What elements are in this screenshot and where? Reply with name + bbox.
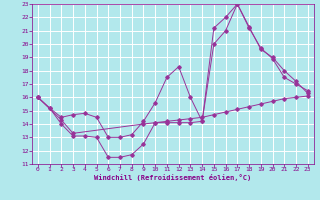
X-axis label: Windchill (Refroidissement éolien,°C): Windchill (Refroidissement éolien,°C) [94, 174, 252, 181]
